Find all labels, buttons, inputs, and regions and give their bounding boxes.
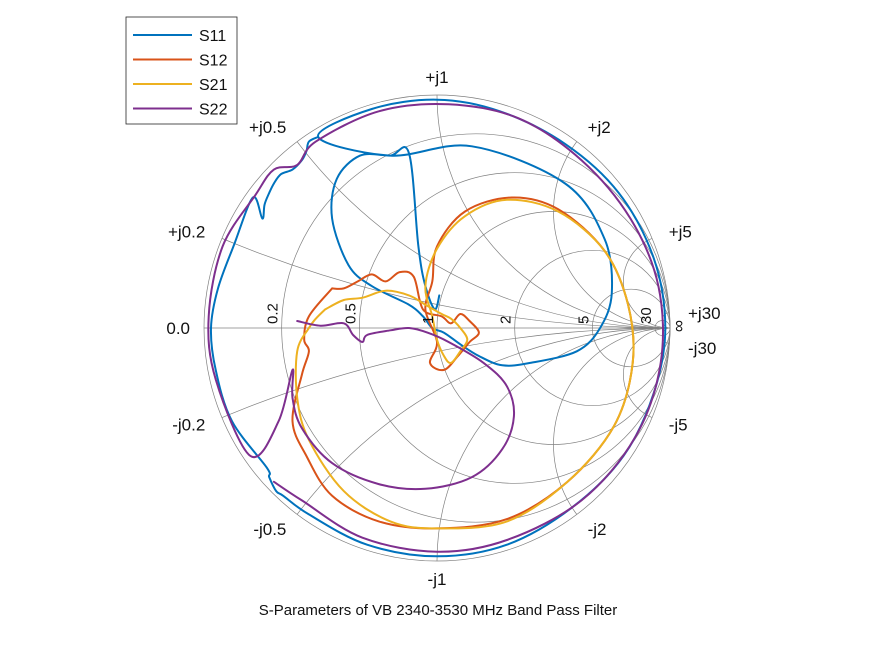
real-axis-label: 30 [638,307,655,324]
series-s12-trace [291,196,635,530]
series-s11-trace [209,98,667,558]
legend: S11 S12 S21 S22 [125,16,238,125]
real-axis-label: 1 [420,316,437,324]
reactance-label: +j30 [688,304,721,323]
reactance-label: +j0.5 [249,118,286,137]
reactance-label: -j0.5 [253,520,286,539]
reactance-label: -j5 [669,416,688,435]
real-axis-label: 2 [498,316,515,324]
traces [207,98,667,558]
reactance-label: +j1 [425,68,448,87]
legend-label-s22: S22 [199,102,228,119]
real-axis-label: 0.0 [166,319,190,338]
reactance-label: +j5 [669,222,692,241]
reactance-label: -j2 [588,520,607,539]
legend-label-s12: S12 [199,53,228,70]
real-axis-label: 5 [575,316,592,324]
series-s21-trace [294,198,635,530]
reactance-label: +j2 [588,118,611,137]
chart-title: S-Parameters of VB 2340-3530 MHz Band Pa… [259,602,618,619]
reactance-label: +j0.2 [168,222,205,241]
reactance-label: -j30 [688,339,716,358]
series-s22-trace [207,103,664,553]
real-axis-label: 0.2 [265,303,282,324]
real-axis-label: 0.5 [342,303,359,324]
legend-label-s21: S21 [199,77,228,94]
legend-label-s11: S11 [199,28,226,45]
infinity-label: ∞ [669,320,688,332]
reactance-arc [204,95,670,329]
reactance-label: -j0.2 [172,416,205,435]
axis-labels: 0.0 0.2 0.5 1 2 5 30 ∞ +j0.2 +j0.5 +j1 +j2 +j5 +j30 -j… [166,68,720,589]
reactance-arc [623,234,670,329]
reactance-label: -j1 [428,570,447,589]
reactance-arc [623,327,670,422]
